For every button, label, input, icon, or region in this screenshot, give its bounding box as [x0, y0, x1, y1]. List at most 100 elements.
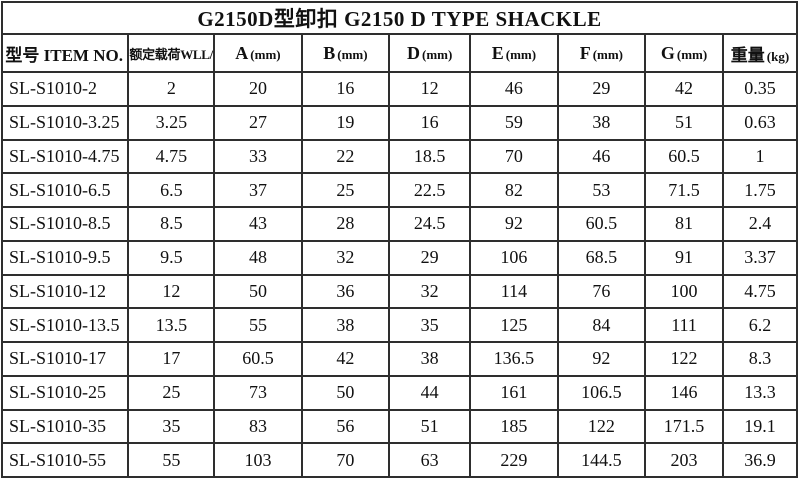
column-header-label: A — [235, 42, 249, 63]
cell-e: 92 — [469, 206, 559, 242]
cell-g: 100 — [644, 273, 724, 310]
table-row: SL-S1010-12 12 50 36 32 114 76 100 4.75 — [0, 273, 799, 310]
cell-e: 185 — [469, 408, 559, 445]
table-row: SL-S1010-13.5 13.5 55 38 35 125 84 111 6… — [0, 307, 799, 343]
cell-a: 27 — [213, 104, 303, 141]
cell-b: 19 — [300, 104, 391, 141]
cell-wll: 6.5 — [127, 172, 216, 208]
cell-item-no: SL-S1010-13.5 — [0, 307, 130, 343]
cell-item-no: SL-S1010-3.25 — [0, 104, 130, 141]
cell-f: 144.5 — [556, 442, 647, 478]
column-header-label: B — [323, 42, 336, 63]
column-header-label: 型号 ITEM NO. — [5, 45, 123, 65]
cell-item-no: SL-S1010-12 — [0, 273, 130, 310]
cell-weight: 0.63 — [721, 104, 799, 141]
cell-e: 46 — [469, 71, 559, 107]
cell-item-no: SL-S1010-55 — [0, 442, 130, 478]
cell-a: 48 — [213, 239, 303, 276]
cell-b: 50 — [300, 374, 391, 411]
cell-e: 125 — [469, 307, 559, 343]
cell-item-no: SL-S1010-4.75 — [0, 138, 130, 175]
cell-d: 38 — [388, 341, 472, 377]
cell-g: 51 — [644, 104, 724, 141]
cell-f: 106.5 — [556, 374, 647, 411]
cell-b: 28 — [300, 206, 391, 242]
cell-d: 24.5 — [388, 206, 472, 242]
column-header-g: G (mm) — [644, 33, 724, 73]
cell-weight: 6.2 — [721, 307, 799, 343]
column-header-label: G — [660, 42, 675, 63]
table-title: G2150D型卸扣 G2150 D TYPE SHACKLE — [1, 1, 798, 35]
cell-d: 32 — [388, 273, 472, 310]
cell-b: 22 — [300, 138, 391, 175]
cell-g: 60.5 — [644, 138, 724, 175]
column-header-f: F (mm) — [556, 33, 647, 73]
cell-b: 32 — [300, 239, 391, 276]
cell-e: 136.5 — [469, 341, 559, 377]
cell-wll: 3.25 — [127, 104, 216, 141]
cell-wll: 9.5 — [127, 239, 216, 276]
column-header-unit: (mm) — [676, 46, 708, 62]
cell-wll: 2 — [127, 71, 216, 107]
cell-weight: 19.1 — [721, 408, 799, 445]
cell-item-no: SL-S1010-25 — [0, 374, 130, 411]
cell-b: 56 — [300, 408, 391, 445]
column-header-b: B (mm) — [300, 33, 391, 73]
cell-b: 38 — [300, 307, 391, 343]
table-row: SL-S1010-3.25 3.25 27 19 16 59 38 51 0.6… — [0, 104, 799, 141]
column-header-unit: (kg) — [766, 48, 790, 64]
cell-a: 60.5 — [213, 341, 303, 377]
column-header-label: D — [407, 42, 420, 63]
cell-g: 146 — [644, 374, 724, 411]
cell-g: 91 — [644, 239, 724, 276]
cell-d: 22.5 — [388, 172, 472, 208]
cell-item-no: SL-S1010-2 — [0, 71, 130, 107]
cell-item-no: SL-S1010-6.5 — [0, 172, 130, 208]
cell-e: 59 — [469, 104, 559, 141]
column-header-e: E (mm) — [469, 33, 559, 73]
cell-f: 76 — [556, 273, 647, 310]
cell-weight: 1.75 — [721, 172, 799, 208]
table-row: SL-S1010-35 35 83 56 51 185 122 171.5 19… — [0, 408, 799, 445]
table-row: SL-S1010-8.5 8.5 43 28 24.5 92 60.5 81 2… — [0, 206, 799, 242]
cell-wll: 35 — [127, 408, 216, 445]
cell-item-no: SL-S1010-17 — [0, 341, 130, 377]
cell-wll: 8.5 — [127, 206, 216, 242]
table-body: SL-S1010-2 2 20 16 12 46 29 42 0.35 SL-S… — [0, 71, 799, 478]
cell-f: 84 — [556, 307, 647, 343]
column-header-weight: 重量 (kg) — [721, 33, 799, 73]
column-header-a: A (mm) — [213, 33, 303, 73]
table-row: SL-S1010-9.5 9.5 48 32 29 106 68.5 91 3.… — [0, 239, 799, 276]
table-row: SL-S1010-2 2 20 16 12 46 29 42 0.35 — [0, 71, 799, 107]
cell-e: 70 — [469, 138, 559, 175]
cell-b: 25 — [300, 172, 391, 208]
cell-e: 82 — [469, 172, 559, 208]
cell-weight: 0.35 — [721, 71, 799, 107]
cell-d: 18.5 — [388, 138, 472, 175]
cell-a: 50 — [213, 273, 303, 310]
table-row: SL-S1010-6.5 6.5 37 25 22.5 82 53 71.5 1… — [0, 172, 799, 208]
cell-f: 92 — [556, 341, 647, 377]
column-header-label: F — [579, 42, 591, 63]
column-header-unit: (mm) — [592, 46, 624, 62]
cell-weight: 4.75 — [721, 273, 799, 310]
cell-b: 42 — [300, 341, 391, 377]
cell-item-no: SL-S1010-35 — [0, 408, 130, 445]
column-header-unit: (mm) — [505, 46, 537, 62]
cell-a: 20 — [213, 71, 303, 107]
cell-d: 44 — [388, 374, 472, 411]
cell-d: 12 — [388, 71, 472, 107]
cell-f: 38 — [556, 104, 647, 141]
cell-weight: 1 — [721, 138, 799, 175]
cell-b: 16 — [300, 71, 391, 107]
cell-d: 63 — [388, 442, 472, 478]
cell-e: 229 — [469, 442, 559, 478]
header-row: 型号 ITEM NO. 额定载荷WLL/T A (mm) B (mm) D (mm) … — [0, 33, 799, 73]
cell-weight: 3.37 — [721, 239, 799, 276]
column-header-unit: (mm) — [250, 46, 281, 62]
column-header-item-no: 型号 ITEM NO. — [0, 33, 130, 73]
cell-weight: 2.4 — [721, 206, 799, 242]
cell-f: 46 — [556, 138, 647, 175]
